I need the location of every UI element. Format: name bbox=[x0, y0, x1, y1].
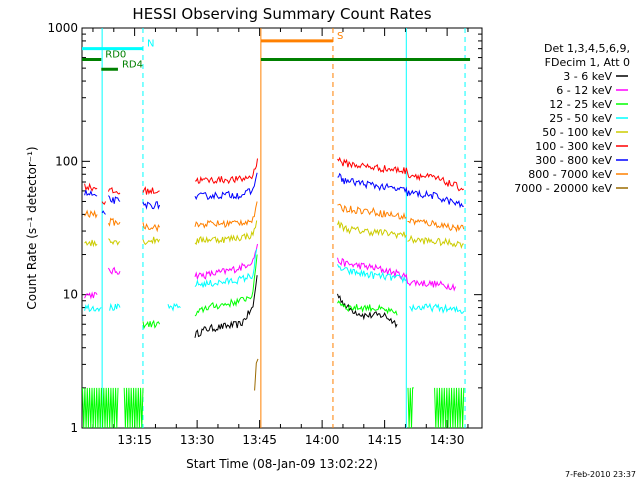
series-line-12to25keV bbox=[407, 387, 414, 429]
series-line-100to300keV bbox=[107, 186, 121, 195]
x-tick-label: 14:30 bbox=[430, 433, 465, 447]
x-tick-label: 14:00 bbox=[305, 433, 340, 447]
plot-area bbox=[81, 27, 483, 429]
series-line-800to7000keV bbox=[337, 203, 407, 221]
series-line-100to300keV bbox=[337, 156, 465, 192]
series-line-12to25keV bbox=[142, 319, 161, 330]
series-line-25to50keV bbox=[84, 303, 102, 313]
legend-entry-label: 6 - 12 keV bbox=[556, 84, 612, 97]
series-line-300to800keV bbox=[142, 201, 161, 210]
series-line-50to100keV bbox=[194, 220, 258, 246]
series-line-300to800keV bbox=[108, 195, 121, 204]
series-line-800to7000keV bbox=[407, 217, 465, 233]
series-line-12to25keV bbox=[194, 254, 258, 317]
series-line-50to100keV bbox=[407, 234, 464, 250]
series-line-50to100keV bbox=[337, 219, 407, 240]
x-tick-label: 13:15 bbox=[117, 433, 152, 447]
y-tick-label: 100 bbox=[55, 154, 78, 168]
series-line-800to7000keV bbox=[194, 201, 258, 229]
tick-labels: 1 10 100 1000 13:15 13:30 13:45 14:00 14:15 14:30 bbox=[47, 21, 464, 447]
x-tick-label: 13:45 bbox=[242, 433, 277, 447]
plot-frame bbox=[81, 27, 483, 429]
series-line-800to7000keV bbox=[84, 209, 98, 219]
series-line-300to800keV bbox=[84, 190, 98, 197]
x-tick-label: 13:30 bbox=[180, 433, 215, 447]
y-axis-label: Count Rate (s⁻¹ detector⁻¹) bbox=[25, 146, 39, 309]
series-line-6to12keV bbox=[107, 266, 121, 275]
legend-entry-label: 25 - 50 keV bbox=[549, 112, 612, 125]
series-line-12to25keV bbox=[123, 387, 144, 429]
legend-header: FDecim 1, Att 0 bbox=[545, 56, 630, 69]
x-axis-label: Start Time (08-Jan-09 13:02:22) bbox=[186, 457, 378, 471]
legend-entry-label: 7000 - 20000 keV bbox=[514, 182, 612, 195]
series-line-12to25keV bbox=[82, 387, 119, 429]
series-line-800to7000keV bbox=[142, 222, 161, 233]
series-line-6to12keV bbox=[84, 291, 98, 300]
footer-date: 7-Feb-2010 23:37 bbox=[565, 470, 636, 479]
series-line-6to12keV bbox=[194, 243, 258, 281]
series-line-300to800keV bbox=[101, 210, 106, 215]
series-line-25to50keV bbox=[409, 302, 465, 314]
vertical-markers bbox=[101, 28, 466, 428]
series-line-300to800keV bbox=[194, 172, 258, 201]
series-line-100to300keV bbox=[194, 158, 258, 185]
interval-bar-label: S bbox=[337, 31, 343, 42]
legend-entry-label: 100 - 300 keV bbox=[535, 140, 612, 153]
series-line-25to50keV bbox=[337, 264, 407, 284]
series-line-100to300keV bbox=[142, 186, 160, 195]
legend-entry-label: 800 - 7000 keV bbox=[528, 168, 612, 181]
legend-entry-label: 300 - 800 keV bbox=[535, 154, 612, 167]
series-line-50to100keV bbox=[84, 239, 98, 248]
y-tick-label: 10 bbox=[63, 288, 78, 302]
interval-bar-label: RD4 bbox=[122, 59, 143, 70]
legend: Det 1,3,4,5,6,9,FDecim 1, Att 03 - 6 keV… bbox=[514, 42, 630, 195]
series-line-100to300keV bbox=[84, 182, 98, 192]
legend-entry-label: 12 - 25 keV bbox=[549, 98, 612, 111]
interval-bar-label: N bbox=[147, 39, 154, 50]
series-line-3to6keV bbox=[194, 275, 258, 338]
series-line-7000to20000keV bbox=[254, 358, 259, 391]
series-line-800to7000keV bbox=[107, 217, 121, 227]
series-line-12to25keV bbox=[337, 300, 398, 316]
series-line-6to12keV bbox=[337, 257, 456, 292]
y-tick-label: 1000 bbox=[47, 21, 78, 35]
y-tick-label: 1 bbox=[70, 421, 78, 435]
series-line-100to300keV bbox=[101, 201, 106, 206]
series-line-12to25keV bbox=[434, 387, 465, 429]
axes bbox=[82, 28, 482, 429]
series-line-50to100keV bbox=[142, 236, 161, 246]
chart-title: HESSI Observing Summary Count Rates bbox=[132, 5, 431, 23]
series-line-25to50keV bbox=[167, 302, 181, 312]
data-series bbox=[82, 156, 465, 429]
series-line-50to100keV bbox=[108, 238, 121, 246]
x-tick-label: 14:15 bbox=[367, 433, 402, 447]
legend-entry-label: 50 - 100 keV bbox=[542, 126, 612, 139]
series-line-300to800keV bbox=[337, 172, 464, 209]
legend-entry-label: 3 - 6 keV bbox=[563, 70, 612, 83]
interval-bar-label: RD0 bbox=[105, 50, 126, 61]
series-line-3to6keV bbox=[337, 293, 398, 329]
series-line-25to50keV bbox=[109, 302, 121, 311]
title-group: HESSI Observing Summary Count Rates bbox=[132, 5, 431, 23]
series-line-25to50keV bbox=[194, 248, 258, 288]
legend-header: Det 1,3,4,5,6,9, bbox=[544, 42, 630, 55]
